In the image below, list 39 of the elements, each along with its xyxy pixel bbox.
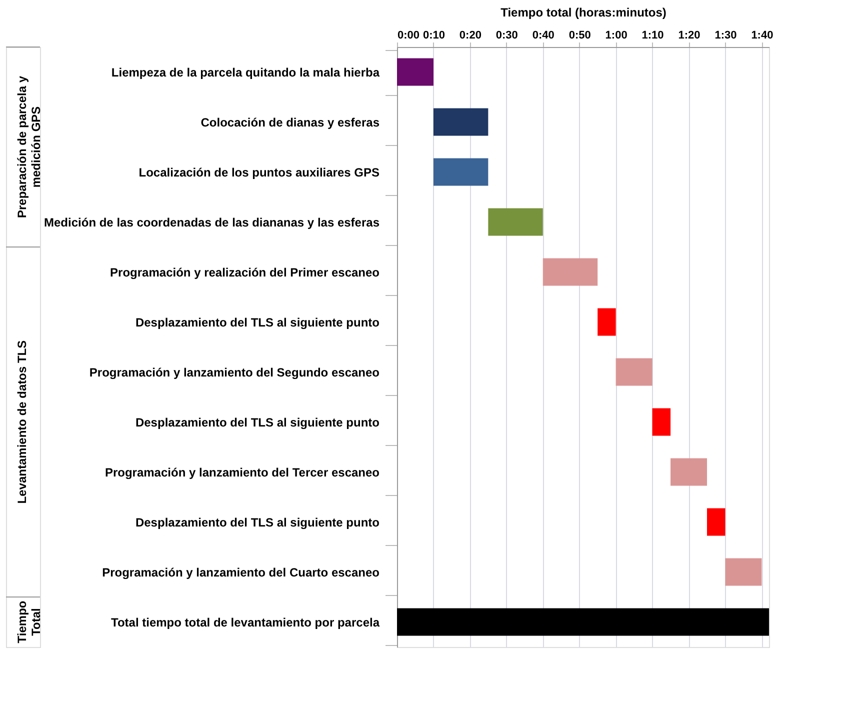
- bar: [433, 158, 488, 186]
- bar: [725, 558, 762, 586]
- x-tick-label: 0:10: [422, 30, 445, 42]
- y-tick-label: Desplazamiento del TLS al siguiente punto: [135, 316, 380, 330]
- y-tick-label: Liempeza de la parcela quitando la mala hierba: [111, 66, 380, 80]
- x-axis-title: Tiempo total (horas:minutos): [500, 6, 666, 20]
- bar: [616, 358, 652, 386]
- bar: [542, 258, 598, 286]
- x-tick-label: 1:40: [751, 30, 774, 42]
- y-tick-label: Programación y realización del Primer escaneo: [110, 266, 380, 280]
- y-tick-label: Medición de las coordenadas de las diananas y las esferas: [44, 216, 380, 230]
- bar: [488, 208, 543, 236]
- bar: [598, 308, 616, 336]
- y-tick-label: Colocación de dianas y esferas: [200, 116, 380, 130]
- y-tick-label: Programación y lanzamiento del Segundo escaneo: [89, 366, 380, 380]
- x-tick-label: 1:00: [605, 30, 628, 42]
- y-tick-label: Desplazamiento del TLS al siguiente punto: [135, 416, 380, 430]
- x-tick-label: 0:50: [568, 30, 591, 42]
- bar: [670, 458, 707, 486]
- x-tick-label: 0:20: [459, 30, 482, 42]
- y-tick-label: Localización de los puntos auxiliares GPS: [138, 166, 380, 180]
- x-tick-label: 1:20: [678, 30, 700, 42]
- bar: [707, 508, 726, 536]
- y-tick-label: Programación y lanzamiento del Cuarto escaneo: [102, 566, 380, 580]
- text: Preparación de parcela y medición GPS: [15, 76, 43, 218]
- y-tick-label: Desplazamiento del TLS al siguiente punto: [135, 516, 380, 530]
- x-tick-label: 1:30: [714, 30, 737, 42]
- x-tick-label: 0:30: [496, 30, 518, 42]
- x-tick-label: 0:40: [532, 30, 554, 42]
- text: Levantamiento de datos TLS: [15, 340, 29, 504]
- bar: [397, 58, 434, 86]
- x-tick-label: 1:10: [642, 30, 664, 42]
- y-tick-label: Programación y lanzamiento del Tercer escaneo: [104, 466, 380, 480]
- x-tick-label: 0:00: [398, 30, 420, 42]
- bar: [652, 408, 671, 436]
- y-tick-label: Total tiempo total de levantamiento por parcela: [111, 616, 380, 630]
- bar: [433, 108, 488, 136]
- bar: [397, 608, 769, 636]
- text: Tiempo Total: [15, 600, 43, 644]
